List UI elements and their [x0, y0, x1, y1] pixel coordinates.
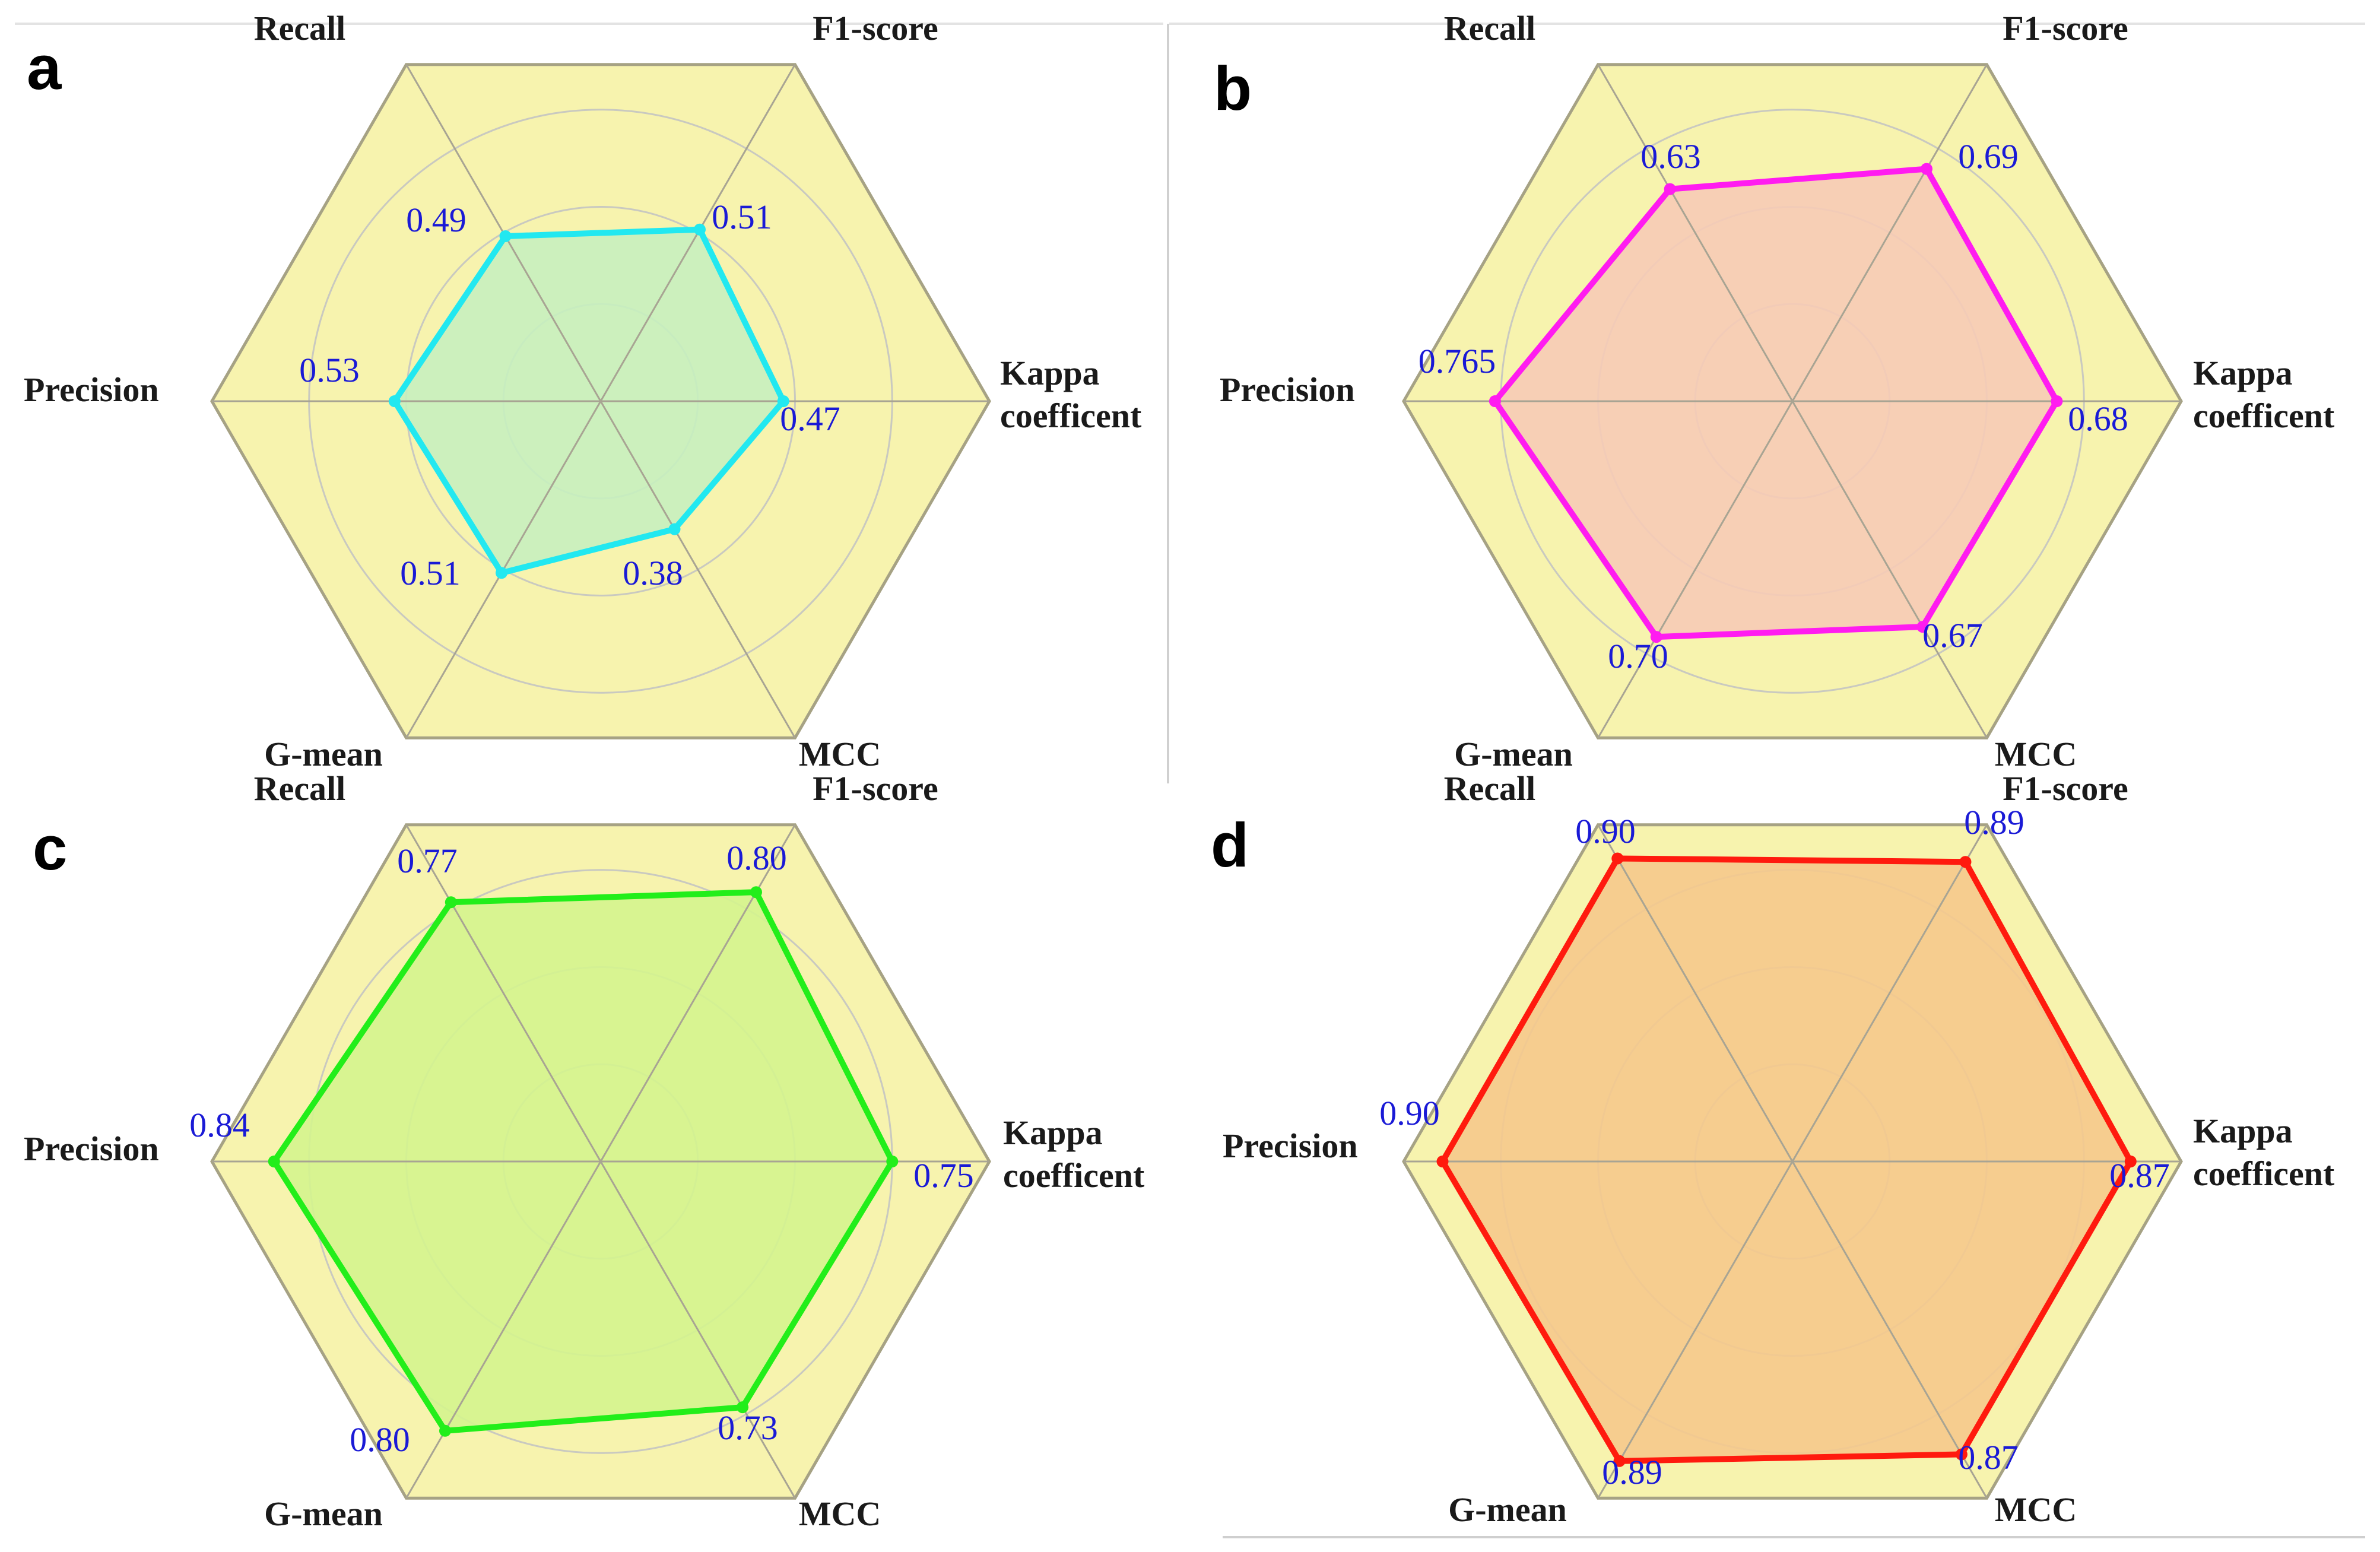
spoke-4: [1791, 1161, 1988, 1499]
data-point-1: [445, 896, 457, 909]
axis-label-4: MCC: [1995, 1490, 2077, 1529]
data-point-5: [496, 567, 507, 579]
value-label-6: 0.53: [299, 351, 360, 389]
panel-letter: c: [33, 814, 67, 883]
axis-label-6: Precision: [24, 1129, 159, 1168]
axis-label-2: F1-score: [2003, 769, 2128, 808]
panel-letter: b: [1214, 54, 1252, 123]
value-label-1: 0.90: [1575, 812, 1636, 850]
value-label-3: 0.87: [2109, 1156, 2170, 1195]
value-label-5: 0.51: [400, 554, 461, 592]
data-point-1: [499, 230, 512, 242]
spoke-1: [405, 824, 602, 1162]
value-label-1: 0.77: [397, 842, 458, 880]
spoke-4: [599, 401, 796, 738]
value-label-5: 0.89: [1602, 1453, 1662, 1491]
axis-label-3: Kappa coefficent: [2193, 354, 2335, 435]
value-label-4: 0.38: [623, 554, 683, 592]
data-point-5: [1650, 631, 1662, 643]
data-point-4: [737, 1401, 749, 1414]
value-label-2: 0.69: [1958, 137, 2019, 176]
data-point-2: [1921, 163, 1932, 175]
value-label-3: 0.68: [2068, 399, 2128, 438]
data-point-3: [2124, 1156, 2137, 1167]
value-label-6: 0.765: [1419, 342, 1496, 380]
value-label-3: 0.75: [913, 1156, 974, 1195]
axis-label-5: G-mean: [264, 735, 383, 773]
panel-letter: a: [27, 33, 62, 103]
data-point-5: [439, 1424, 451, 1437]
axis-label-4: MCC: [1995, 735, 2077, 773]
axis-label-3: Kappa coefficent: [1003, 1113, 1145, 1195]
axis-label-5: G-mean: [1448, 1490, 1567, 1529]
value-label-2: 0.80: [726, 839, 787, 877]
radar-panels: Recall F1-score Kappa coefficent MCC G-mean Pr…: [24, 9, 2335, 1533]
spoke-4: [1791, 401, 1988, 738]
data-point-1: [1611, 852, 1624, 865]
value-label-3: 0.47: [780, 399, 840, 438]
value-label-1: 0.63: [1640, 137, 1701, 176]
axis-label-2: F1-score: [2003, 9, 2128, 47]
axis-label-6: Precision: [1220, 370, 1355, 409]
data-point-2: [1959, 856, 1972, 868]
data-point-3: [777, 395, 789, 407]
value-label-2: 0.51: [712, 198, 772, 236]
axis-label-3: Kappa coefficent: [1000, 354, 1142, 435]
data-point-6: [268, 1156, 280, 1167]
value-label-2: 0.89: [1964, 803, 2024, 842]
axis-label-2: F1-score: [813, 9, 938, 47]
spoke-4: [599, 1161, 796, 1499]
axis-label-3: Kappa coefficent: [2193, 1112, 2335, 1193]
axis-label-5: G-mean: [264, 1494, 383, 1533]
axis-label-2: F1-score: [813, 769, 938, 808]
data-point-2: [750, 886, 762, 899]
spoke-5: [405, 1161, 602, 1499]
value-label-4: 0.67: [1922, 616, 1983, 655]
radar-panel-d: Recall F1-score Kappa coefficent MCC G-mean Pr…: [1211, 769, 2335, 1529]
axis-label-4: MCC: [799, 735, 881, 773]
series-area: [1442, 858, 2131, 1461]
radar-panel-c: Recall F1-score Kappa coefficent MCC G-mean Pr…: [24, 769, 1145, 1533]
axis-label-1: Recall: [254, 769, 346, 808]
panel-letter: d: [1211, 811, 1249, 880]
series-area: [1494, 169, 2057, 637]
spoke-1: [1597, 64, 1794, 402]
data-point-4: [668, 523, 681, 535]
value-label-1: 0.49: [406, 201, 467, 239]
spoke-2: [1791, 64, 1988, 402]
axis-label-4: MCC: [799, 1494, 881, 1533]
data-point-6: [1489, 395, 1501, 407]
value-label-4: 0.87: [1958, 1438, 2019, 1477]
spoke-5: [1597, 1161, 1794, 1499]
data-point-3: [2051, 395, 2063, 407]
data-point-3: [886, 1156, 899, 1167]
value-label-5: 0.80: [350, 1420, 410, 1459]
value-label-6: 0.84: [189, 1106, 250, 1144]
data-point-6: [1436, 1156, 1449, 1167]
data-point-5: [1613, 1455, 1626, 1467]
data-point-1: [1664, 183, 1676, 195]
spoke-1: [1597, 824, 1794, 1162]
axis-label-1: Recall: [1444, 769, 1536, 808]
value-label-6: 0.90: [1379, 1094, 1440, 1132]
radar-panel-b: Recall F1-score Kappa coefficent MCC G-mean Pr…: [1214, 9, 2335, 773]
value-label-4: 0.73: [718, 1408, 778, 1447]
data-point-4: [1916, 621, 1929, 633]
axis-label-6: Precision: [24, 370, 159, 409]
value-label-5: 0.70: [1608, 637, 1668, 675]
data-point-4: [1955, 1448, 1968, 1461]
spoke-2: [1791, 824, 1988, 1162]
spoke-2: [599, 824, 796, 1162]
radar-panel-a: Recall F1-score Kappa coefficent MCC G-mean Pr…: [24, 9, 1142, 773]
data-point-2: [694, 223, 706, 236]
spoke-5: [1597, 401, 1794, 738]
axis-label-1: Recall: [254, 9, 346, 47]
axis-label-5: G-mean: [1454, 735, 1573, 773]
data-point-6: [388, 395, 401, 407]
axis-label-6: Precision: [1223, 1126, 1358, 1165]
axis-label-1: Recall: [1444, 9, 1536, 47]
